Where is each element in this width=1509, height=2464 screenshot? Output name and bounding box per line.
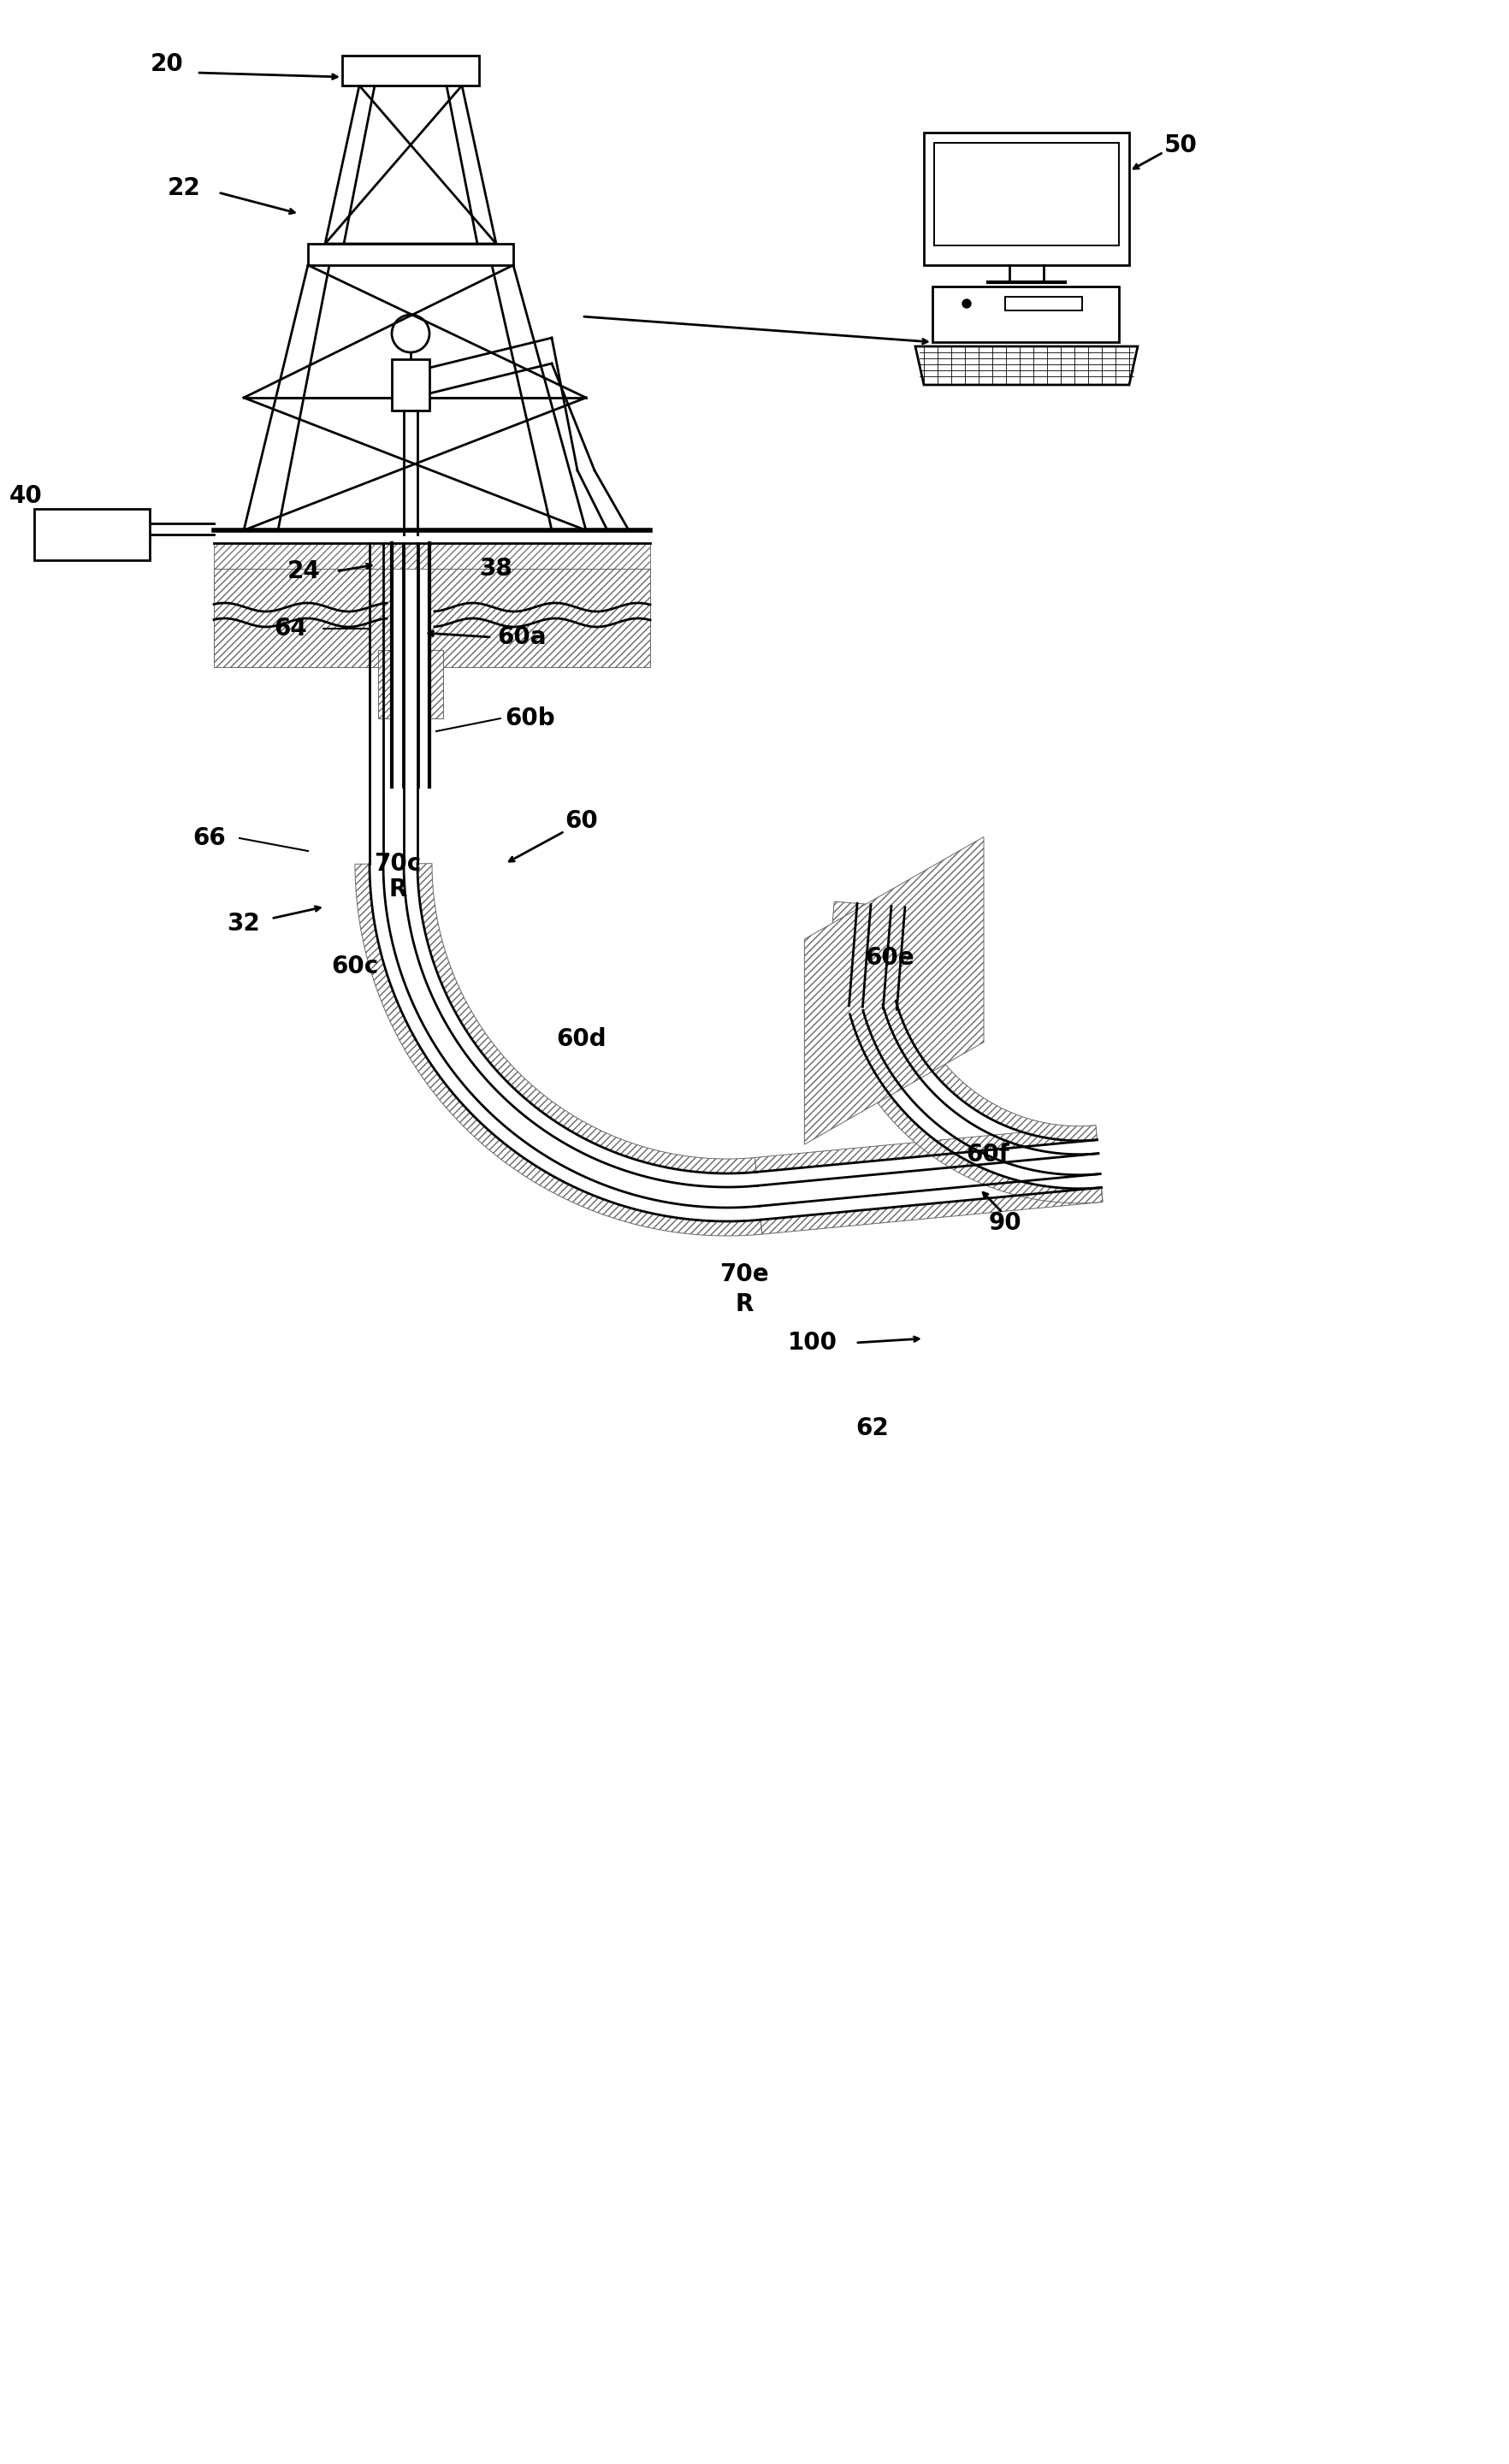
Text: 70c: 70c — [374, 853, 421, 875]
Bar — [308, 244, 513, 266]
Polygon shape — [804, 838, 984, 1143]
Text: 60d: 60d — [557, 1027, 607, 1052]
Polygon shape — [825, 902, 928, 1010]
Bar — [934, 143, 1118, 246]
Polygon shape — [214, 542, 650, 569]
Text: 60f: 60f — [966, 1143, 1010, 1165]
Text: 60e: 60e — [865, 946, 914, 971]
Polygon shape — [418, 862, 756, 1173]
Polygon shape — [214, 569, 392, 668]
Text: 32: 32 — [228, 912, 261, 936]
Bar — [924, 133, 1129, 266]
Text: 90: 90 — [988, 1210, 1022, 1234]
Text: 38: 38 — [480, 557, 513, 582]
Polygon shape — [761, 1188, 1103, 1234]
Text: 100: 100 — [788, 1331, 837, 1355]
Text: 66: 66 — [193, 825, 226, 850]
Text: 60: 60 — [566, 808, 598, 833]
Text: 60b: 60b — [506, 707, 555, 729]
Polygon shape — [324, 86, 496, 244]
Text: 64: 64 — [275, 616, 308, 641]
Circle shape — [963, 298, 970, 308]
Text: 60a: 60a — [498, 626, 546, 648]
Text: 22: 22 — [167, 177, 201, 200]
Text: 70e: 70e — [720, 1262, 770, 1286]
Text: R: R — [735, 1291, 753, 1316]
Text: 50: 50 — [1163, 133, 1197, 158]
Polygon shape — [430, 569, 650, 668]
Bar — [933, 286, 1118, 342]
Polygon shape — [355, 865, 762, 1237]
Polygon shape — [896, 998, 1097, 1141]
Text: 40: 40 — [9, 483, 42, 508]
Text: 60c: 60c — [332, 954, 379, 978]
Polygon shape — [754, 1126, 1097, 1173]
Polygon shape — [344, 86, 477, 244]
Text: 62: 62 — [856, 1417, 889, 1441]
Bar — [343, 57, 478, 86]
Polygon shape — [836, 1015, 1103, 1202]
Text: 24: 24 — [287, 559, 320, 584]
Bar — [35, 510, 149, 559]
Bar — [392, 360, 430, 411]
Polygon shape — [379, 650, 392, 719]
Text: 20: 20 — [151, 52, 184, 76]
Polygon shape — [916, 347, 1138, 384]
Text: R: R — [389, 877, 407, 902]
Bar — [1005, 296, 1082, 310]
Polygon shape — [430, 650, 444, 719]
